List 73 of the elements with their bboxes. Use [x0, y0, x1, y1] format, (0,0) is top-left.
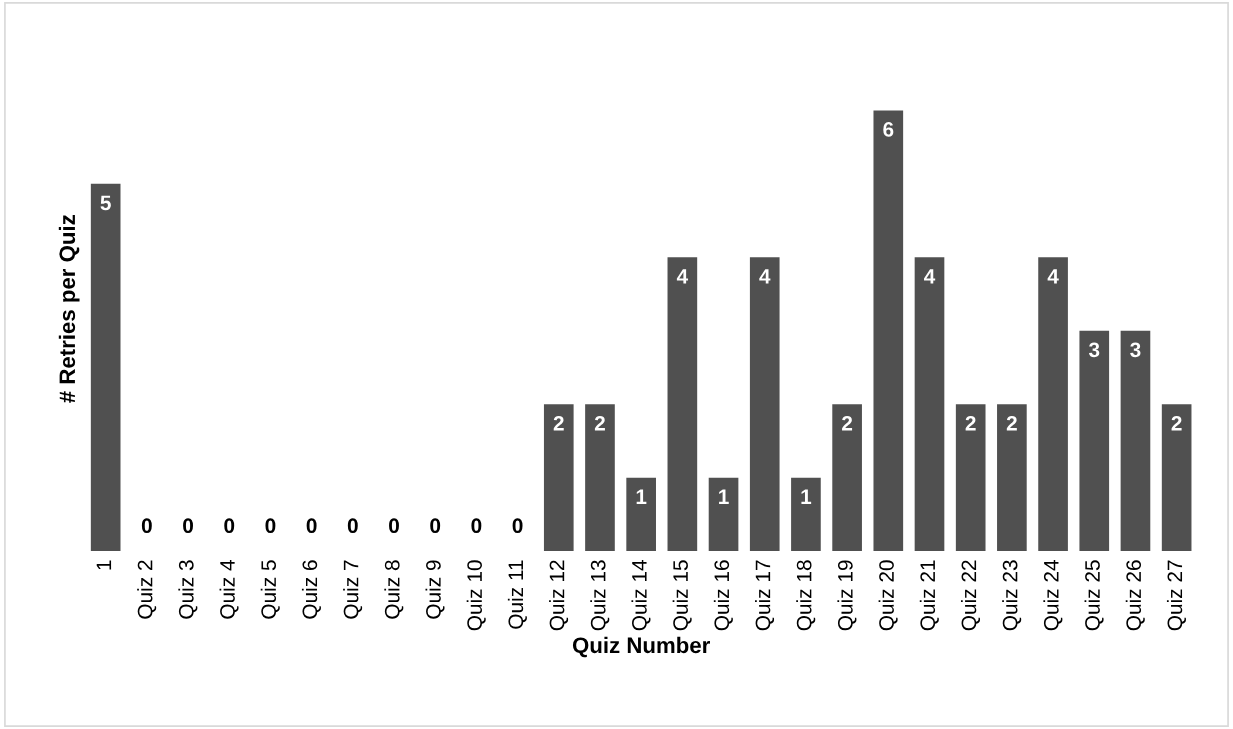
- x-tick-label: Quiz 16: [713, 560, 733, 631]
- data-label: 2: [1006, 415, 1017, 431]
- data-label: 0: [183, 518, 193, 534]
- bar: [667, 257, 698, 552]
- data-label: 2: [842, 415, 853, 431]
- x-tick-label: Quiz 20: [878, 560, 898, 631]
- data-label: 0: [347, 518, 358, 534]
- data-label: 0: [306, 518, 317, 534]
- data-label: 3: [1088, 342, 1100, 358]
- data-label: 0: [141, 518, 152, 534]
- y-axis-title: # Retries per Quiz: [58, 215, 80, 403]
- bar: [791, 477, 821, 552]
- x-tick-label: Quiz 26: [1125, 560, 1145, 631]
- data-label: 4: [924, 269, 936, 284]
- x-axis-title: Quiz Number: [572, 636, 710, 658]
- data-label: 0: [265, 518, 276, 534]
- x-tick-label: Quiz 4: [219, 560, 239, 619]
- bar: [749, 257, 780, 552]
- x-tick-label: Quiz 9: [425, 560, 445, 619]
- data-label: 2: [553, 415, 564, 431]
- data-label: 0: [512, 518, 523, 534]
- x-tick-label: Quiz 24: [1043, 560, 1063, 631]
- bar: [1038, 257, 1068, 552]
- data-label: 4: [676, 269, 689, 284]
- data-label: 0: [224, 518, 235, 534]
- x-tick-label: Quiz 18: [796, 560, 816, 631]
- bar: [708, 477, 739, 552]
- bar: [585, 404, 615, 552]
- x-tick-label: Quiz 13: [590, 560, 610, 631]
- data-label: 4: [759, 269, 771, 284]
- data-label: 0: [430, 518, 441, 534]
- bar: [90, 183, 121, 552]
- data-label: 0: [471, 518, 482, 534]
- x-tick-label: Quiz 21: [919, 560, 939, 631]
- x-tick-label: Quiz 23: [1002, 560, 1022, 631]
- data-label: 5: [100, 195, 111, 211]
- data-label: 4: [1047, 269, 1059, 284]
- bar: [543, 404, 574, 552]
- bar: [626, 477, 656, 552]
- data-label: 6: [883, 122, 894, 137]
- data-label: 2: [594, 415, 605, 431]
- x-tick-label: Quiz 22: [960, 560, 981, 631]
- x-tick-label: Quiz 12: [549, 560, 569, 631]
- x-tick-label: Quiz 19: [837, 560, 857, 631]
- x-tick-label: Quiz 11: [507, 560, 527, 629]
- data-label: 2: [965, 415, 976, 431]
- x-tick-label: 1: [96, 560, 112, 570]
- x-tick-label: Quiz 10: [466, 560, 486, 631]
- bar: [873, 110, 904, 552]
- x-tick-label: Quiz 3: [178, 560, 198, 619]
- data-label: 1: [801, 489, 812, 504]
- data-label: 3: [1130, 342, 1141, 358]
- x-tick-label: Quiz 25: [1084, 560, 1104, 631]
- x-tick-label: Quiz 27: [1166, 560, 1186, 631]
- data-label: 0: [389, 518, 399, 534]
- x-tick-label: Quiz 5: [260, 560, 280, 619]
- x-tick-label: Quiz 6: [301, 560, 321, 619]
- x-tick-label: Quiz 14: [631, 560, 651, 631]
- bar: [832, 404, 862, 552]
- data-label: 1: [636, 489, 647, 504]
- bar: [1120, 330, 1151, 552]
- bar: [914, 257, 945, 552]
- x-tick-label: Quiz 7: [343, 560, 363, 619]
- bar: [997, 404, 1027, 552]
- bar: [955, 404, 986, 552]
- data-label: 2: [1171, 415, 1182, 431]
- bar: [1079, 330, 1110, 552]
- data-label: 1: [719, 489, 729, 504]
- x-tick-label: Quiz 15: [672, 560, 692, 631]
- bar: [1161, 404, 1192, 552]
- x-tick-label: Quiz 8: [384, 560, 404, 619]
- x-tick-label: Quiz 2: [137, 560, 157, 619]
- x-tick-label: Quiz 17: [755, 560, 775, 631]
